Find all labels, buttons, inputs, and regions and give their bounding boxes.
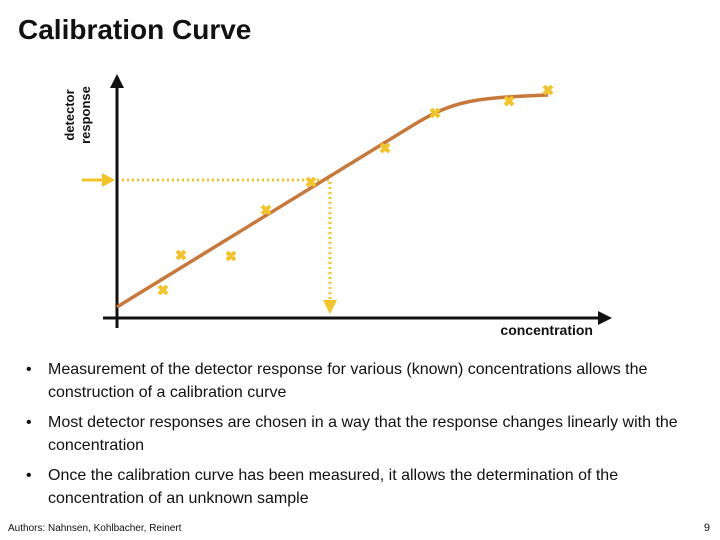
y-axis-label: detector: [62, 89, 77, 140]
bullet: Most detector responses are chosen in a …: [26, 411, 706, 457]
bullet: Once the calibration curve has been meas…: [26, 464, 706, 510]
bullet: Measurement of the detector response for…: [26, 358, 706, 404]
footer-authors: Authors: Nahnsen, Kohlbacher, Reinert: [8, 523, 182, 534]
y-axis-label: response: [78, 86, 93, 144]
calibration-diagram: detector response concentration: [62, 74, 612, 338]
x-axis-label: concentration: [500, 322, 593, 338]
x-axis-arrow: [598, 311, 612, 325]
measurement-points: [157, 84, 554, 296]
page-number: 9: [703, 522, 710, 534]
guide-arrow-down: [323, 300, 337, 314]
y-axis-arrow: [110, 74, 124, 88]
slide-title: Calibration Curve: [18, 14, 252, 45]
calibration-curve: [116, 93, 549, 309]
bullet-list: Measurement of the detector response for…: [26, 358, 706, 517]
input-arrow-head: [102, 173, 115, 187]
